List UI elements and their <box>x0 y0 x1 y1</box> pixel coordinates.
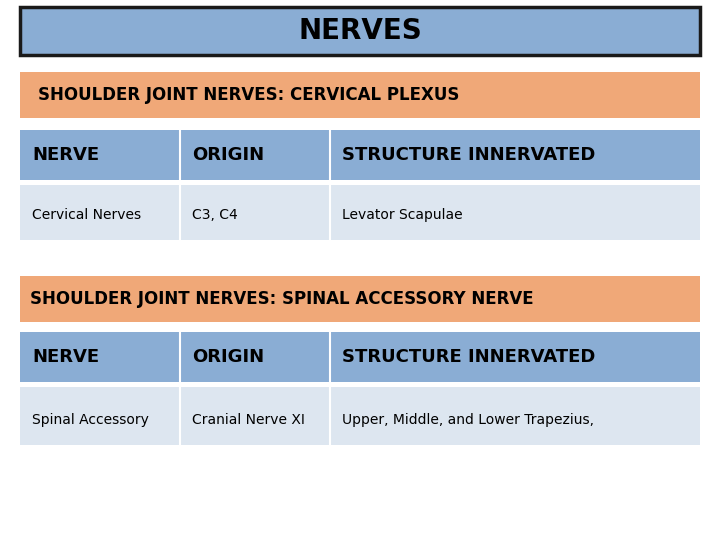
Text: Cervical Nerves: Cervical Nerves <box>32 208 141 222</box>
Bar <box>20 387 700 445</box>
Text: Cranial Nerve XI: Cranial Nerve XI <box>192 413 305 427</box>
Text: ORIGIN: ORIGIN <box>192 348 264 366</box>
Text: ORIGIN: ORIGIN <box>192 146 264 164</box>
Bar <box>20 72 700 118</box>
Text: STRUCTURE INNERVATED: STRUCTURE INNERVATED <box>342 146 595 164</box>
Text: NERVES: NERVES <box>298 17 422 45</box>
Bar <box>20 276 700 322</box>
Text: SHOULDER JOINT NERVES: CERVICAL PLEXUS: SHOULDER JOINT NERVES: CERVICAL PLEXUS <box>38 86 459 104</box>
Text: Levator Scapulae: Levator Scapulae <box>342 208 463 222</box>
Text: STRUCTURE INNERVATED: STRUCTURE INNERVATED <box>342 348 595 366</box>
Text: SHOULDER JOINT NERVES: SPINAL ACCESSORY NERVE: SHOULDER JOINT NERVES: SPINAL ACCESSORY … <box>30 290 534 308</box>
Text: NERVE: NERVE <box>32 146 99 164</box>
Text: NERVE: NERVE <box>32 348 99 366</box>
Bar <box>20 7 700 55</box>
Bar <box>20 332 700 382</box>
Bar <box>20 130 700 180</box>
Bar <box>20 185 700 240</box>
Text: Upper, Middle, and Lower Trapezius,: Upper, Middle, and Lower Trapezius, <box>342 413 594 427</box>
Text: Spinal Accessory: Spinal Accessory <box>32 413 149 427</box>
Text: C3, C4: C3, C4 <box>192 208 238 222</box>
